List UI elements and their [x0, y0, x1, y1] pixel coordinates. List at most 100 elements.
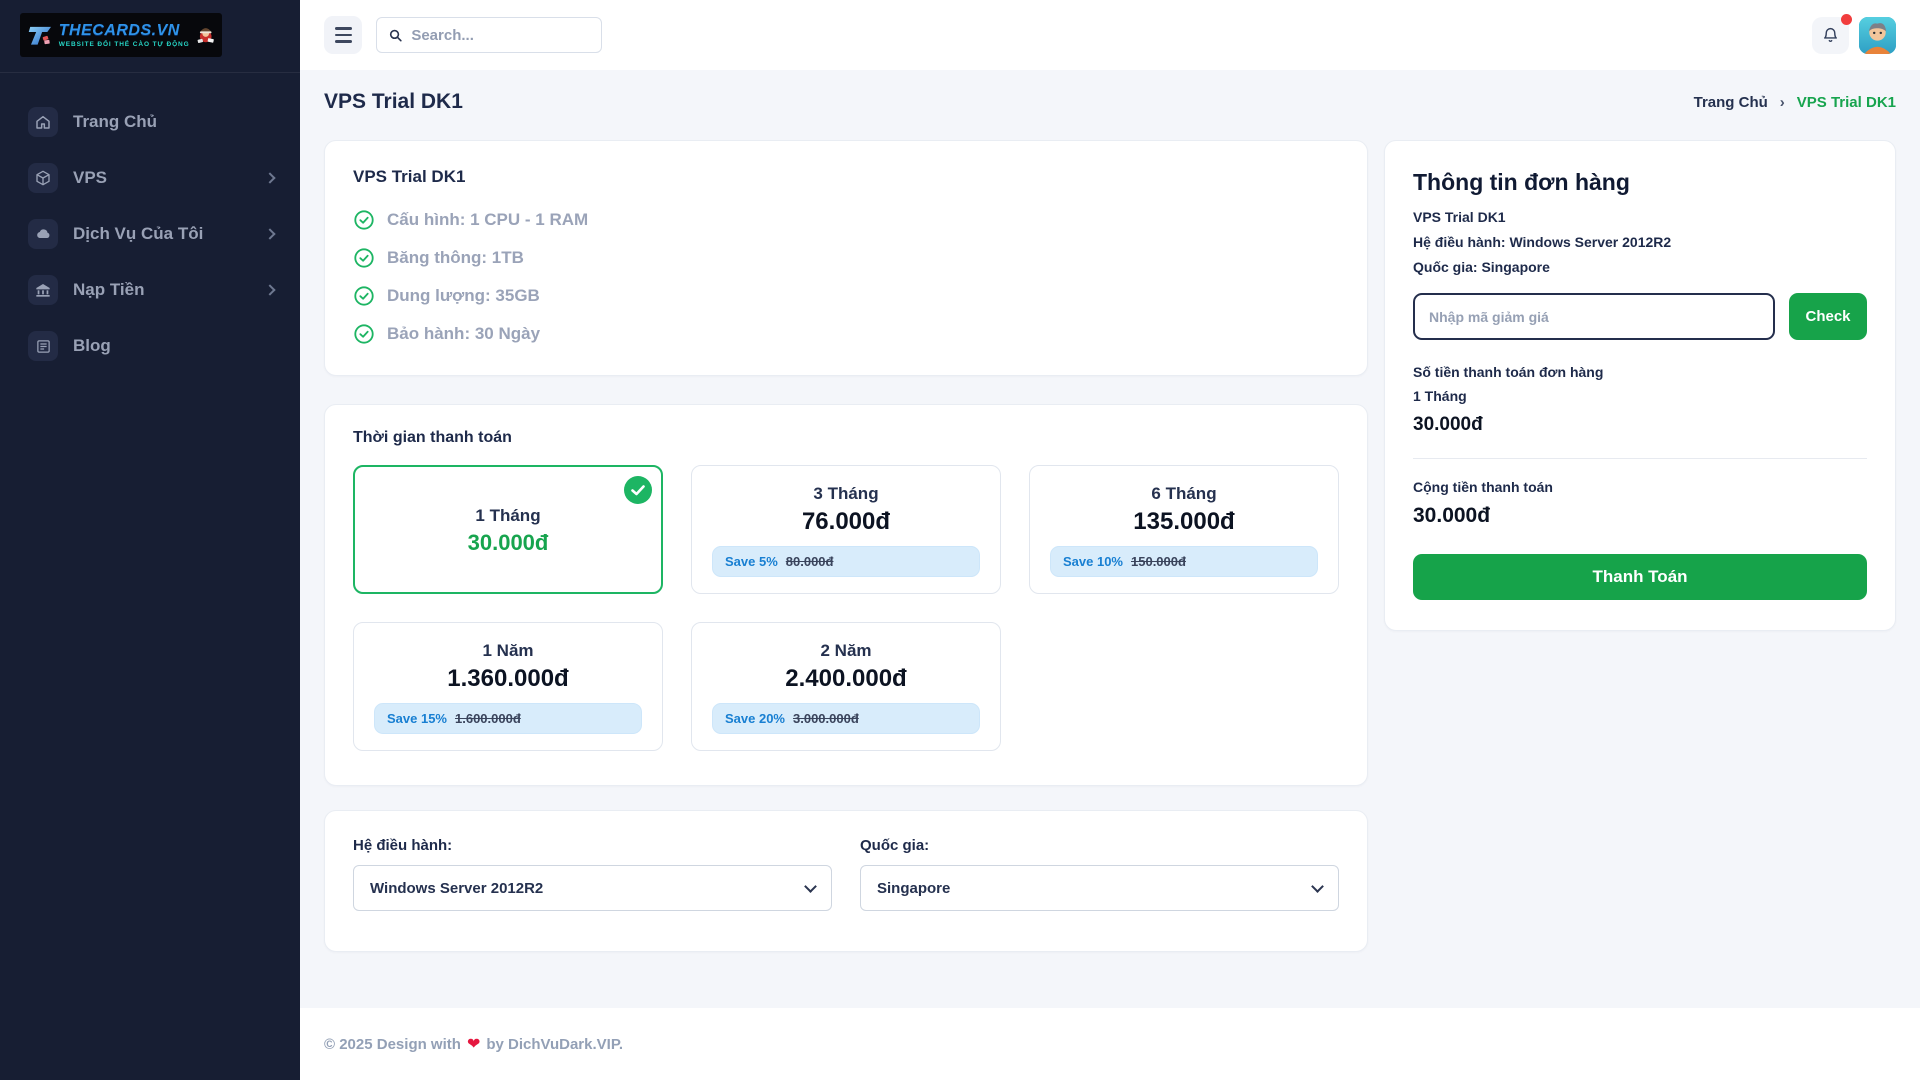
option-label: 3 Tháng: [813, 484, 879, 503]
breadcrumb-current: VPS Trial DK1: [1796, 93, 1896, 111]
page-content: VPS Trial DK1 Trang Chủ › VPS Trial DK1 …: [300, 70, 1920, 1008]
save-badge: Save 15% 1.600.000đ: [374, 703, 642, 734]
spec-item: Băng thông: 1TB: [353, 247, 1339, 269]
order-country-line: Quốc gia: Singapore: [1413, 259, 1550, 275]
coupon-check-button[interactable]: Check: [1789, 293, 1867, 340]
spec-item: Dung lượng: 35GB: [353, 285, 1339, 307]
order-product: VPS Trial DK1: [1413, 209, 1506, 225]
document-icon: [28, 331, 58, 361]
old-price: 3.000.000đ: [793, 711, 859, 726]
order-amount: 30.000đ: [1413, 414, 1483, 435]
breadcrumb-home-link[interactable]: Trang Chủ: [1693, 93, 1768, 111]
billing-period-card: Thời gian thanh toán 1 Tháng 30.000đ: [324, 404, 1368, 786]
billing-option-3-thang[interactable]: 3 Tháng 76.000đ Save 5% 80.000đ: [691, 465, 1001, 594]
os-select[interactable]: Windows Server 2012R2: [353, 865, 832, 911]
avatar-image: [1859, 16, 1896, 54]
notifications-button[interactable]: [1812, 13, 1852, 54]
sidebar-item-label: Trang Chủ: [73, 112, 158, 131]
country-select[interactable]: Singapore: [860, 865, 1339, 911]
sidebar-item-label: Blog: [73, 336, 111, 355]
cube-icon: [28, 163, 58, 193]
option-price: 1.360.000đ: [447, 665, 569, 692]
billing-option-6-thang[interactable]: 6 Tháng 135.000đ Save 10% 150.000đ: [1029, 465, 1339, 594]
order-divider: [1413, 458, 1867, 459]
footer: © 2025 Design with ❤ by DichVuDark.VIP.: [300, 1008, 1920, 1080]
brand-text: THECARDS.VN WEBSITE ĐỔI THẺ CÀO TỰ ĐỘNG: [59, 22, 190, 49]
option-label: 2 Năm: [820, 641, 872, 660]
billing-option-1-thang[interactable]: 1 Tháng 30.000đ: [353, 465, 663, 594]
left-column: VPS Trial DK1 Cấu hình: 1 CPU - 1 RAM Bă…: [324, 140, 1368, 952]
billing-option-2-nam[interactable]: 2 Năm 2.400.000đ Save 20% 3.000.000đ: [691, 622, 1001, 751]
country-label: Quốc gia:: [860, 837, 930, 854]
brand-tagline: WEBSITE ĐỔI THẺ CÀO TỰ ĐỘNG: [58, 41, 190, 49]
option-price: 135.000đ: [1133, 508, 1235, 535]
pay-button[interactable]: Thanh Toán: [1413, 554, 1867, 600]
avatar[interactable]: [1859, 16, 1896, 54]
old-price: 1.600.000đ: [455, 711, 521, 726]
os-field: Hệ điều hành: Windows Server 2012R2: [353, 837, 832, 911]
save-percent: Save 15%: [387, 711, 447, 726]
order-summary-card: Thông tin đơn hàng VPS Trial DK1 Hệ điều…: [1384, 140, 1896, 631]
brand-mascot-icon: [197, 28, 214, 44]
spec-list: Cấu hình: 1 CPU - 1 RAM Băng thông: 1TB …: [353, 209, 1339, 345]
option-price: 76.000đ: [801, 508, 891, 535]
brand-t-mark-icon: [28, 26, 52, 45]
order-amount-title: Số tiền thanh toán đơn hàng: [1413, 364, 1604, 380]
coupon-input[interactable]: [1413, 293, 1775, 340]
coupon-row: Check: [1413, 293, 1867, 340]
chevron-right-icon: [264, 228, 276, 240]
save-percent: Save 20%: [725, 711, 785, 726]
brand-logo[interactable]: THECARDS.VN WEBSITE ĐỔI THẺ CÀO TỰ ĐỘNG: [20, 13, 222, 57]
footer-prefix: © 2025 Design with: [324, 1035, 461, 1053]
country-field: Quốc gia: Singapore: [860, 837, 1339, 911]
sidebar-item-vps[interactable]: VPS: [18, 155, 282, 201]
save-percent: Save 10%: [1063, 554, 1123, 569]
sidebar-item-label: Nạp Tiền: [73, 280, 145, 299]
selected-check-icon: [624, 476, 652, 504]
home-icon: [28, 107, 58, 137]
billing-option-1-nam[interactable]: 1 Năm 1.360.000đ Save 15% 1.600.000đ: [353, 622, 663, 751]
footer-text: © 2025 Design with ❤ by DichVuDark.VIP.: [324, 1034, 623, 1054]
page-title: VPS Trial DK1: [324, 90, 463, 113]
chevron-right-icon: [264, 172, 276, 184]
sidebar: THECARDS.VN WEBSITE ĐỔI THẺ CÀO TỰ ĐỘNG: [0, 0, 300, 1080]
brand-name: THECARDS.VN: [58, 21, 180, 39]
spec-item: Cấu hình: 1 CPU - 1 RAM: [353, 209, 1339, 231]
country-select-wrap: Singapore: [860, 865, 1339, 911]
sidebar-item-dich-vu[interactable]: Dịch Vụ Của Tôi: [18, 211, 282, 257]
save-badge: Save 20% 3.000.000đ: [712, 703, 980, 734]
check-circle-icon: [354, 324, 374, 344]
save-percent: Save 5%: [725, 554, 778, 569]
check-circle-icon: [354, 286, 374, 306]
product-spec-card: VPS Trial DK1 Cấu hình: 1 CPU - 1 RAM Bă…: [324, 140, 1368, 376]
cloud-icon: [28, 219, 58, 249]
bell-icon: [1823, 27, 1838, 43]
sidebar-item-nap-tien[interactable]: Nạp Tiền: [18, 267, 282, 313]
search-box: [376, 17, 602, 53]
order-title: Thông tin đơn hàng: [1413, 169, 1630, 195]
config-grid: Hệ điều hành: Windows Server 2012R2 Quốc…: [353, 837, 1339, 911]
sidebar-item-blog[interactable]: Blog: [18, 323, 282, 369]
old-price: 80.000đ: [785, 554, 834, 569]
option-price: 2.400.000đ: [785, 665, 907, 692]
save-badge: Save 5% 80.000đ: [712, 546, 980, 577]
breadcrumb-separator-icon: ›: [1779, 93, 1785, 111]
product-name: VPS Trial DK1: [353, 167, 466, 186]
heart-icon: ❤: [466, 1036, 481, 1053]
order-period: 1 Tháng: [1413, 388, 1467, 404]
sidebar-item-label: Dịch Vụ Của Tôi: [73, 224, 204, 243]
two-column-layout: VPS Trial DK1 Cấu hình: 1 CPU - 1 RAM Bă…: [324, 140, 1896, 952]
bank-icon: [28, 275, 58, 305]
option-label: 1 Tháng: [475, 505, 541, 525]
search-icon: [389, 29, 402, 41]
os-select-wrap: Windows Server 2012R2: [353, 865, 832, 911]
save-badge: Save 10% 150.000đ: [1050, 546, 1318, 577]
billing-title: Thời gian thanh toán: [353, 429, 512, 446]
chevron-right-icon: [264, 284, 276, 296]
breadcrumb: Trang Chủ › VPS Trial DK1: [1694, 94, 1896, 111]
search-input[interactable]: [411, 26, 589, 44]
menu-toggle-button[interactable]: [324, 16, 362, 54]
option-label: 1 Năm: [482, 641, 534, 660]
sidebar-item-trang-chu[interactable]: Trang Chủ: [18, 99, 282, 145]
